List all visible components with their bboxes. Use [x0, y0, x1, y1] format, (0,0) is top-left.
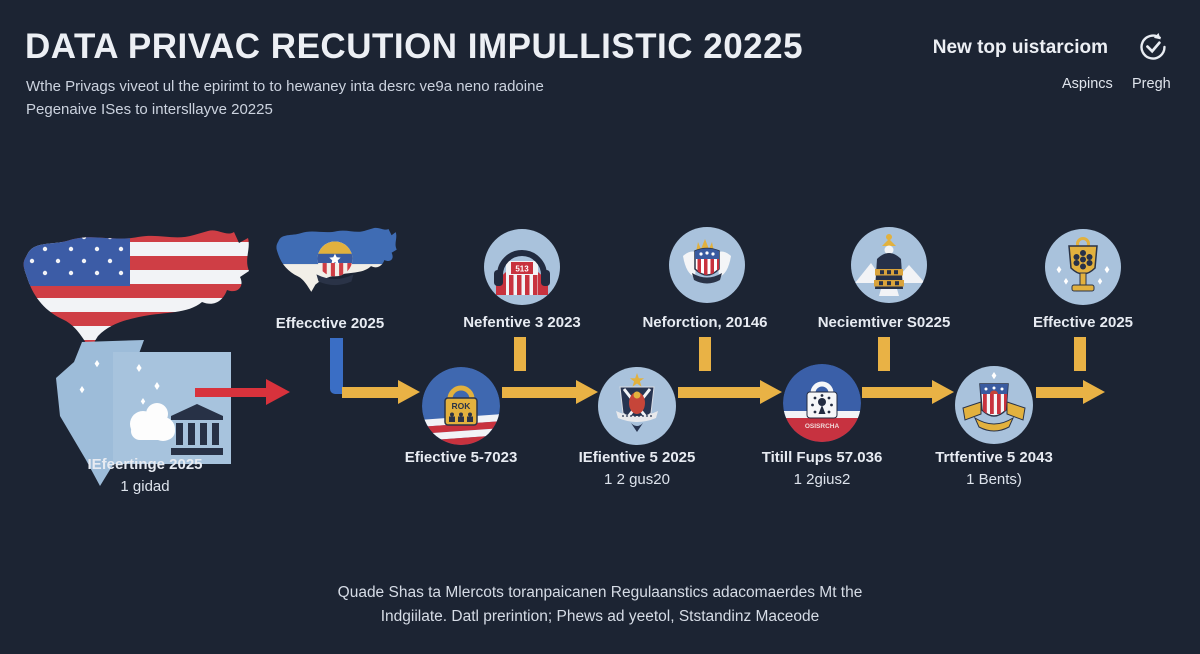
svg-text:513: 513: [515, 265, 529, 274]
timeline-stub-2: [699, 337, 711, 371]
top-item-label-2: Neforction, 20146: [642, 314, 768, 331]
bottom-item-label-2: IEfientive 5 2025: [578, 449, 696, 466]
stars-icon: [136, 364, 160, 405]
origin-sublabel: 1 gidad: [120, 478, 170, 495]
ribbon-shield-badge-icon: [955, 366, 1033, 444]
origin-label: IEfeertinge 2025: [87, 456, 203, 473]
yellow-arrow-1: [342, 380, 420, 404]
timeline-stub-3: [878, 337, 890, 371]
crowned-shield-badge-icon: [669, 227, 745, 303]
red-arrow: [195, 379, 290, 405]
control-label-pregh: Pregh: [1132, 76, 1171, 92]
bottom-item-label-4: Trtfentive 5 2043: [935, 449, 1053, 466]
gold-padlock-badge-icon: ROK: [422, 367, 500, 445]
yellow-arrow-2: [502, 380, 598, 404]
cloud-icon: [130, 403, 175, 441]
bottom-item-sublabel-2: 1 2 gus20: [604, 471, 670, 488]
bell-tower-badge-icon: [851, 227, 927, 303]
trophy-shield-badge-icon: [1045, 229, 1121, 305]
star-crest-badge-icon: [598, 367, 676, 445]
bottom-item-sublabel-4: 1 Bents): [966, 471, 1022, 488]
yellow-arrow-3: [678, 380, 782, 404]
white-padlock-badge-icon: OSISRCHA: [783, 364, 861, 442]
blue-connector: [330, 338, 343, 394]
page-subtitle-line1: Wthe Privags viveot ul the epirimt to to…: [26, 78, 544, 95]
timeline-stub-1: [514, 337, 526, 371]
footer-caption-line2: Indgiilate. Datl prerintion; Phews ad ye…: [380, 608, 820, 625]
yellow-arrow-5: [1036, 380, 1105, 404]
bottom-item-label-1: Efiective 5-7023: [404, 449, 518, 466]
bank-icon: [171, 404, 223, 455]
us-flag-map-icon: [23, 230, 249, 349]
refresh-check-icon[interactable]: [1136, 30, 1170, 64]
state-detail-panel: [113, 352, 231, 464]
seal-map-label: Effecctive 2025: [275, 315, 385, 332]
footer-caption-line1: Quade Shas ta Mlercots toranpaicanen Reg…: [337, 584, 863, 601]
yellow-arrow-4: [862, 380, 954, 404]
bottom-item-sublabel-3: 1 2gius2: [793, 471, 851, 488]
control-label-aspincs: Aspincs: [1062, 76, 1113, 92]
page-title: DATA PRIVAC RECUTION IMPULLISTIC 20225: [25, 27, 804, 66]
timeline-stub-4: [1074, 337, 1086, 371]
top-item-label-1: Nefentive 3 2023: [463, 314, 581, 331]
bottom-item-label-3: Titill Fups 57.036: [761, 449, 883, 466]
top-item-label-3: Neciemtiver S0225: [817, 314, 951, 331]
svg-text:OSISRCHA: OSISRCHA: [805, 423, 840, 430]
seal-map-icon: [276, 227, 397, 292]
capitol-headphones-badge-icon: 513: [484, 229, 560, 305]
header-controls-heading: New top uistarciom: [932, 37, 1108, 58]
svg-text:ROK: ROK: [452, 401, 472, 411]
top-item-label-4: Effective 2025: [1032, 314, 1134, 331]
page-subtitle-line2: Pegenaive ISes to intersllayve 20225: [26, 101, 273, 118]
